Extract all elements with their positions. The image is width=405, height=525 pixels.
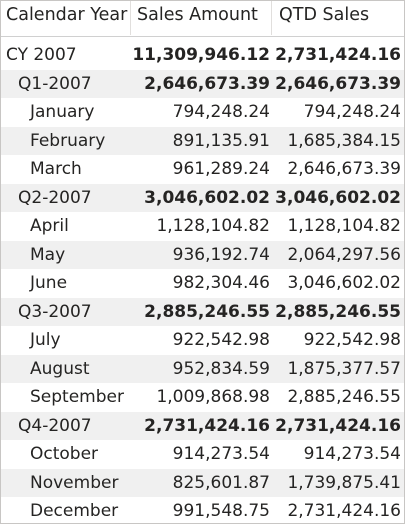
sales-amount-value: 936,192.74 xyxy=(172,244,270,265)
sales-amount-value: 794,248.24 xyxy=(172,102,270,122)
sales-amount-value: 891,135.91 xyxy=(172,130,270,151)
row-label: November xyxy=(30,472,119,493)
row-label: February xyxy=(30,130,106,151)
row-label: October xyxy=(30,444,99,464)
qtd-sales-value: 2,646,673.39 xyxy=(275,73,401,94)
table-row[interactable]: November 825,601.87 1,739,875.41 xyxy=(1,468,404,497)
qtd-sales-value: 1,739,875.41 xyxy=(287,472,401,493)
table-row[interactable]: October 914,273.54 914,273.54 xyxy=(1,440,404,468)
column-divider xyxy=(130,1,131,35)
row-label: CY 2007 xyxy=(6,45,77,65)
row-label: August xyxy=(30,358,90,379)
row-label: June xyxy=(30,273,68,293)
qtd-sales-value: 2,731,424.16 xyxy=(275,415,401,436)
qtd-sales-value: 2,064,297.56 xyxy=(287,244,401,265)
row-label: July xyxy=(30,330,61,350)
qtd-sales-value: 2,885,246.55 xyxy=(287,387,401,407)
table-row[interactable]: September 1,009,868.98 2,885,246.55 xyxy=(1,383,404,411)
row-label: January xyxy=(30,102,95,122)
sales-amount-value: 961,289.24 xyxy=(172,159,270,179)
table-row[interactable]: Q4-2007 2,731,424.16 2,731,424.16 xyxy=(1,411,404,440)
sales-amount-value: 914,273.54 xyxy=(172,444,270,464)
row-label: Q3-2007 xyxy=(18,301,92,322)
table-row[interactable]: Q1-2007 2,646,673.39 2,646,673.39 xyxy=(1,69,404,98)
qtd-sales-value: 914,273.54 xyxy=(303,444,401,464)
header-divider xyxy=(1,36,404,37)
table-row[interactable]: December 991,548.75 2,731,424.16 xyxy=(1,497,404,525)
table-row[interactable]: March 961,289.24 2,646,673.39 xyxy=(1,155,404,183)
qtd-sales-value: 3,046,602.02 xyxy=(275,187,401,208)
row-label: Q4-2007 xyxy=(18,415,92,436)
sales-amount-value: 922,542.98 xyxy=(172,330,270,350)
qtd-sales-value: 1,875,377.57 xyxy=(287,358,401,379)
row-label: September xyxy=(30,387,124,407)
table-row[interactable]: Q2-2007 3,046,602.02 3,046,602.02 xyxy=(1,183,404,212)
column-header-calendar-year[interactable]: Calendar Year xyxy=(6,5,128,25)
sales-amount-value: 3,046,602.02 xyxy=(144,187,270,208)
row-label: December xyxy=(30,501,119,521)
sales-amount-value: 825,601.87 xyxy=(172,472,270,493)
table-row[interactable]: February 891,135.91 1,685,384.15 xyxy=(1,126,404,155)
row-label: May xyxy=(30,244,66,265)
table-row[interactable]: April 1,128,104.82 1,128,104.82 xyxy=(1,212,404,240)
sales-amount-value: 991,548.75 xyxy=(172,501,270,521)
column-header-qtd-sales[interactable]: QTD Sales xyxy=(279,5,370,25)
header-row: Calendar Year Sales Amount QTD Sales xyxy=(1,0,404,36)
sales-amount-value: 11,309,946.12 xyxy=(132,45,270,65)
qtd-sales-value: 2,885,246.55 xyxy=(275,301,401,322)
qtd-sales-value: 2,731,424.16 xyxy=(287,501,401,521)
table-row[interactable]: August 952,834.59 1,875,377.57 xyxy=(1,354,404,383)
qtd-sales-value: 2,731,424.16 xyxy=(275,45,401,65)
sales-amount-value: 2,885,246.55 xyxy=(144,301,270,322)
sales-amount-value: 1,009,868.98 xyxy=(156,387,270,407)
qtd-sales-value: 922,542.98 xyxy=(303,330,401,350)
sales-amount-value: 982,304.46 xyxy=(172,273,270,293)
qtd-sales-value: 794,248.24 xyxy=(303,102,401,122)
table-row[interactable]: Q3-2007 2,885,246.55 2,885,246.55 xyxy=(1,297,404,326)
sales-amount-value: 2,646,673.39 xyxy=(144,73,270,94)
column-divider xyxy=(271,1,272,35)
column-header-sales-amount[interactable]: Sales Amount xyxy=(137,5,258,25)
row-label: Q2-2007 xyxy=(18,187,92,208)
sales-amount-value: 1,128,104.82 xyxy=(156,216,270,236)
table-row[interactable]: July 922,542.98 922,542.98 xyxy=(1,326,404,354)
qtd-sales-value: 1,128,104.82 xyxy=(287,216,401,236)
qtd-sales-value: 1,685,384.15 xyxy=(287,130,401,151)
qtd-sales-value: 3,046,602.02 xyxy=(287,273,401,293)
table-row[interactable]: May 936,192.74 2,064,297.56 xyxy=(1,240,404,269)
table-row[interactable]: CY 2007 11,309,946.12 2,731,424.16 xyxy=(1,41,404,69)
table-row[interactable]: January 794,248.24 794,248.24 xyxy=(1,98,404,126)
qtd-sales-value: 2,646,673.39 xyxy=(287,159,401,179)
row-label: Q1-2007 xyxy=(18,73,92,94)
sales-amount-value: 2,731,424.16 xyxy=(144,415,270,436)
row-label: March xyxy=(30,159,82,179)
table-row[interactable]: June 982,304.46 3,046,602.02 xyxy=(1,269,404,297)
sales-amount-value: 952,834.59 xyxy=(172,358,270,379)
row-label: April xyxy=(30,216,69,236)
